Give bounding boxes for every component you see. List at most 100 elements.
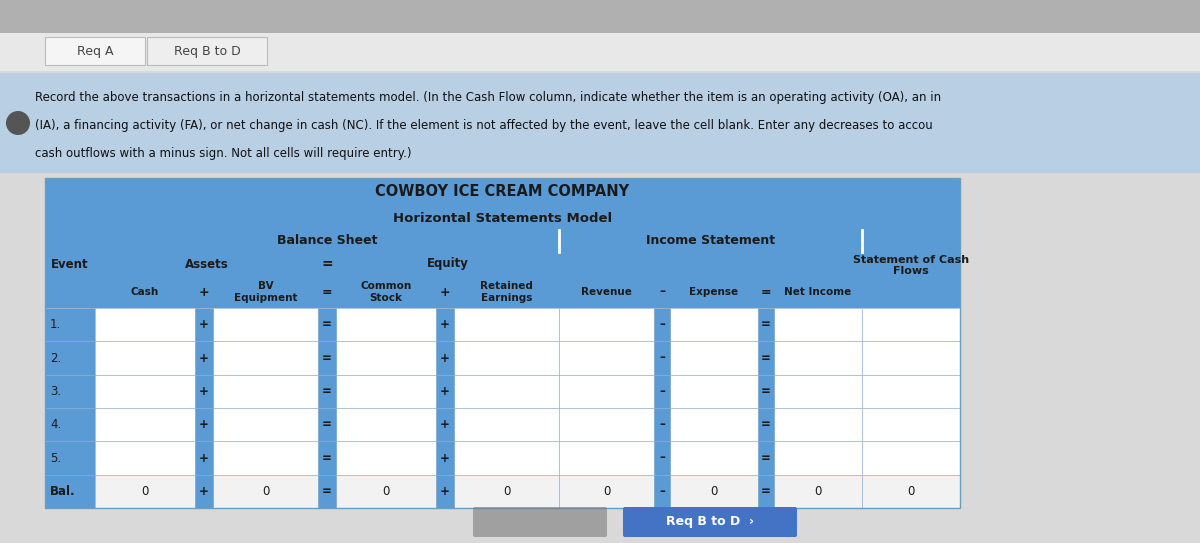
Bar: [336, 408, 436, 441]
Text: =: =: [322, 385, 332, 398]
Text: Flows: Flows: [893, 266, 929, 276]
Text: +: +: [199, 351, 209, 364]
Text: Expense: Expense: [690, 287, 738, 297]
Text: =: =: [761, 485, 770, 498]
Text: 4.: 4.: [50, 418, 61, 431]
Bar: [214, 408, 318, 441]
Bar: [454, 375, 559, 408]
Text: Event: Event: [52, 257, 89, 270]
Text: =: =: [761, 418, 770, 431]
Text: =: =: [322, 257, 332, 271]
Text: =: =: [322, 485, 332, 498]
Bar: [46, 308, 95, 342]
Bar: [46, 342, 95, 375]
Text: +: +: [199, 451, 209, 464]
Bar: [148, 37, 266, 65]
Bar: [436, 408, 454, 441]
Bar: [46, 178, 960, 508]
Bar: [336, 375, 436, 408]
Bar: [194, 375, 214, 408]
Text: Horizontal Statements Model: Horizontal Statements Model: [392, 212, 612, 224]
Text: 0: 0: [602, 485, 610, 498]
Bar: [559, 475, 654, 508]
Bar: [454, 342, 559, 375]
Text: +: +: [440, 318, 450, 331]
Text: (IA), a financing activity (FA), or net change in cash (NC). If the element is n: (IA), a financing activity (FA), or net …: [35, 119, 932, 132]
Text: 0: 0: [710, 485, 718, 498]
Text: =: =: [322, 318, 332, 331]
Text: Income Statement: Income Statement: [646, 235, 775, 248]
Bar: [654, 308, 670, 342]
Bar: [95, 342, 194, 375]
Bar: [436, 342, 454, 375]
Bar: [214, 342, 318, 375]
Text: =: =: [322, 418, 332, 431]
Text: +: +: [199, 385, 209, 398]
Text: –: –: [659, 318, 665, 331]
Bar: [0, 0, 1200, 33]
Text: COWBOY ICE CREAM COMPANY: COWBOY ICE CREAM COMPANY: [376, 185, 630, 199]
Bar: [559, 342, 654, 375]
Bar: [670, 475, 758, 508]
Bar: [46, 206, 960, 230]
Bar: [95, 408, 194, 441]
Text: 0: 0: [815, 485, 822, 498]
Text: =: =: [761, 318, 770, 331]
Bar: [194, 342, 214, 375]
Bar: [0, 33, 1200, 71]
Bar: [214, 441, 318, 475]
Bar: [670, 441, 758, 475]
Bar: [0, 73, 1200, 173]
Bar: [774, 441, 862, 475]
Bar: [559, 441, 654, 475]
Bar: [454, 475, 559, 508]
Text: Retained
Earnings: Retained Earnings: [480, 281, 533, 303]
Bar: [95, 475, 194, 508]
Bar: [318, 408, 336, 441]
Bar: [46, 276, 960, 308]
FancyBboxPatch shape: [473, 507, 607, 537]
Text: 3.: 3.: [50, 385, 61, 398]
Text: 0: 0: [907, 485, 914, 498]
Bar: [862, 475, 960, 508]
Text: Assets: Assets: [185, 257, 228, 270]
Bar: [654, 408, 670, 441]
Bar: [95, 308, 194, 342]
Text: +: +: [199, 286, 209, 299]
Text: –: –: [659, 351, 665, 364]
Bar: [862, 408, 960, 441]
Bar: [214, 475, 318, 508]
Bar: [194, 408, 214, 441]
Text: 5.: 5.: [50, 451, 61, 464]
Bar: [194, 475, 214, 508]
Text: –: –: [659, 485, 665, 498]
Text: Statement of Cash: Statement of Cash: [853, 255, 970, 266]
Bar: [774, 408, 862, 441]
Text: +: +: [439, 286, 450, 299]
Text: =: =: [322, 286, 332, 299]
Text: Equity: Equity: [426, 257, 468, 270]
Bar: [862, 308, 960, 342]
Bar: [318, 342, 336, 375]
Bar: [559, 375, 654, 408]
Bar: [454, 408, 559, 441]
Text: +: +: [440, 451, 450, 464]
Text: +: +: [440, 351, 450, 364]
Bar: [46, 252, 960, 276]
Bar: [436, 475, 454, 508]
Text: Req A: Req A: [77, 45, 113, 58]
Bar: [214, 308, 318, 342]
Bar: [336, 342, 436, 375]
Bar: [670, 342, 758, 375]
Bar: [654, 441, 670, 475]
Text: Record the above transactions in a horizontal statements model. (In the Cash Flo: Record the above transactions in a horiz…: [35, 91, 941, 104]
Text: –: –: [659, 451, 665, 464]
Bar: [436, 441, 454, 475]
Text: =: =: [322, 451, 332, 464]
Text: Bal.: Bal.: [50, 485, 76, 498]
Bar: [654, 475, 670, 508]
Bar: [654, 375, 670, 408]
Text: Cash: Cash: [131, 287, 160, 297]
Bar: [436, 375, 454, 408]
Text: Common
Stock: Common Stock: [360, 281, 412, 303]
